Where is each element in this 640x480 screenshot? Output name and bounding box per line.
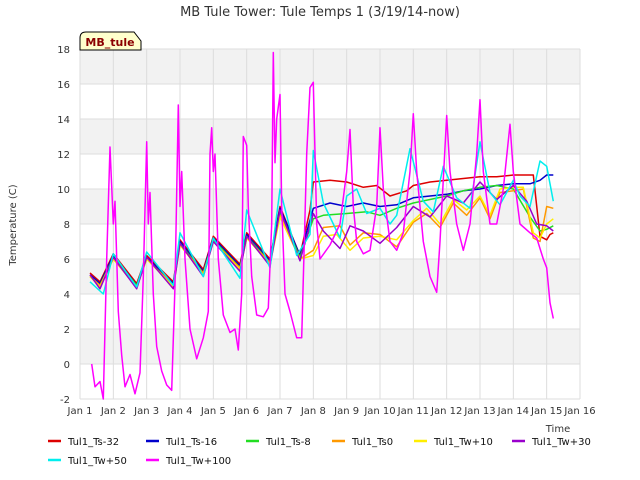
y-tick-label: 6	[64, 255, 70, 266]
station-tag: MB_tule	[79, 31, 142, 51]
legend-label: Tul1_Ts0	[351, 437, 393, 448]
series-line-tul1-tw-50	[89, 141, 555, 295]
y-tick-label: 10	[57, 185, 70, 196]
x-tick-label: Jan 1	[67, 406, 93, 417]
series-line-tul1-tw-100	[90, 51, 555, 400]
axes: -2 0 2 4 6 8 10 12 14 16 18 Jan 1 Jan 2 Jan 3 Jan 4 Jan…	[57, 45, 595, 417]
plot-band	[80, 119, 580, 154]
x-tick-label: Jan 7	[267, 406, 293, 417]
x-tick-label: Jan 2	[100, 406, 126, 417]
station-tag-label: MB_tule	[85, 36, 134, 49]
chart-title: MB Tule Tower: Tule Temps 1 (3/19/14-now…	[180, 5, 460, 20]
plot-band	[80, 49, 580, 84]
y-tick-label: 2	[64, 325, 70, 336]
x-axis-label: Time	[545, 424, 570, 435]
y-tick-label: 8	[64, 220, 70, 231]
legend-label: Tul1_Tw+100	[165, 456, 231, 467]
x-tick-label: Jan 9	[333, 406, 359, 417]
x-tick-label: Jan 14	[497, 406, 529, 417]
y-tick-label: 16	[57, 80, 70, 91]
x-tick-label: Jan 5	[200, 406, 226, 417]
legend-label: Tul1_Ts-16	[165, 437, 217, 448]
x-tick-label: Jan 6	[233, 406, 259, 417]
legend-label: Tul1_Tw+30	[531, 437, 591, 448]
series-layer	[89, 51, 555, 400]
y-axis-label: Temperature (C)	[8, 184, 19, 266]
legend: Tul1_Ts-32 Tul1_Ts-16 Tul1_Ts-8 Tul1_Ts0 Tul…	[48, 437, 591, 467]
y-tick-label: -2	[60, 395, 70, 406]
y-tick-label: 12	[57, 150, 70, 161]
x-tick-label: Jan 16	[563, 406, 595, 417]
y-tick-label: 18	[57, 45, 70, 56]
x-tick-label: Jan 3	[133, 406, 159, 417]
x-tick-label: Jan 11	[397, 406, 429, 417]
y-tick-label: 4	[64, 290, 70, 301]
x-tick-label: Jan 12	[430, 406, 462, 417]
plot-band	[80, 329, 580, 364]
x-tick-label: Jan 4	[167, 406, 193, 417]
x-tick-label: Jan 15	[530, 406, 562, 417]
legend-label: Tul1_Ts-8	[265, 437, 311, 448]
x-tick-label: Jan 13	[463, 406, 495, 417]
x-tick-label: Jan 10	[363, 406, 395, 417]
x-tick-label: Jan 8	[300, 406, 326, 417]
y-tick-label: 0	[64, 360, 70, 371]
legend-label: Tul1_Tw+10	[433, 437, 493, 448]
legend-label: Tul1_Tw+50	[67, 456, 127, 467]
y-tick-label: 14	[57, 115, 70, 126]
legend-label: Tul1_Ts-32	[67, 437, 119, 448]
